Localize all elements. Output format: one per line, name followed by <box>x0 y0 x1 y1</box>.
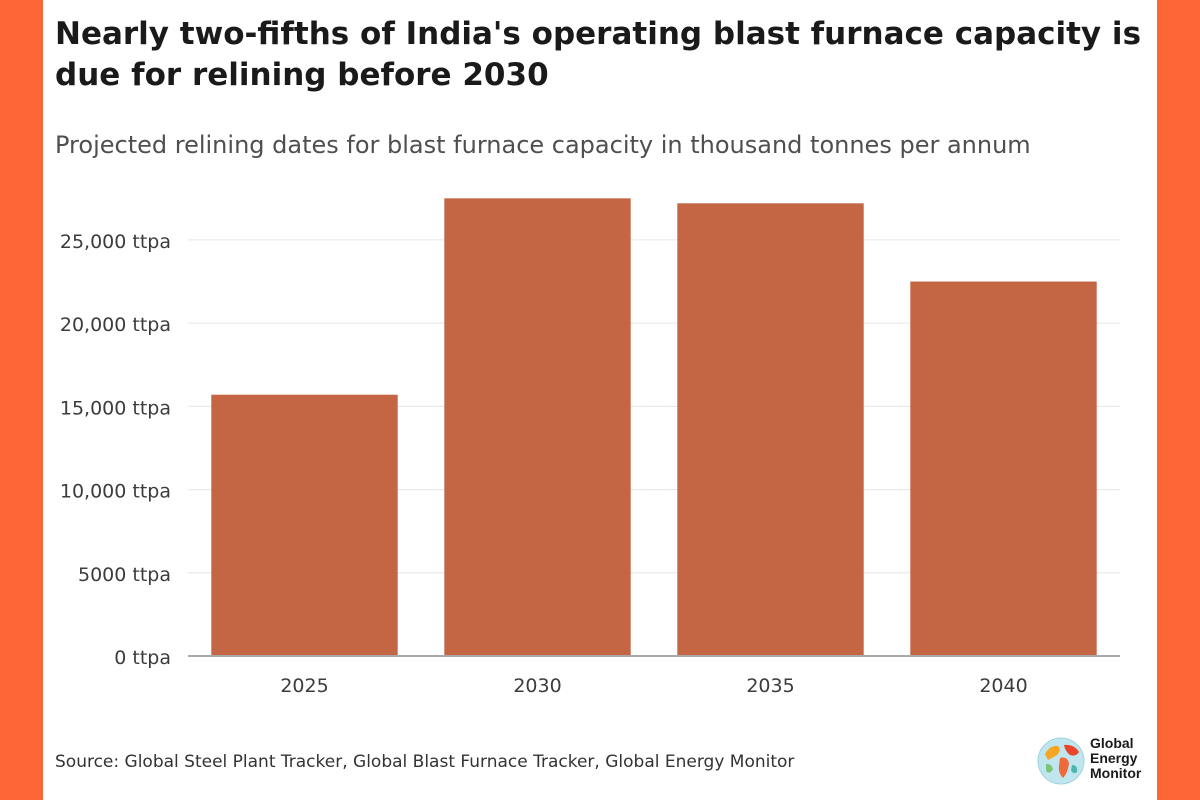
bar-2025 <box>211 394 398 656</box>
y-tick-label: 10,000 ttpa <box>60 481 171 503</box>
y-tick-label: 0 ttpa <box>114 647 171 669</box>
bar-2035 <box>677 203 864 657</box>
bar-chart: 0 ttpa 5000 ttpa 10,000 ttpa 15,000 ttpa 20,… <box>60 198 1120 697</box>
y-tick-label: 25,000 ttpa <box>60 231 171 253</box>
x-tick-label: 2025 <box>280 675 328 697</box>
gem-logo: Global Energy Monitor <box>1036 734 1154 790</box>
logo-wordmark: Global Energy Monitor <box>1090 736 1141 781</box>
y-tick-label: 15,000 ttpa <box>60 397 171 419</box>
chart-subtitle: Projected relining dates for blast furna… <box>55 131 1031 159</box>
globe-icon <box>1037 737 1085 785</box>
x-tick-label: 2035 <box>746 675 794 697</box>
chart-card: Nearly two-fifths of India's operating b… <box>43 0 1157 800</box>
y-tick-label: 20,000 ttpa <box>60 314 171 336</box>
bar-2030 <box>444 198 631 657</box>
bar-2040 <box>910 281 1097 656</box>
logo-line-3: Monitor <box>1090 765 1142 781</box>
logo-line-2: Energy <box>1090 750 1138 766</box>
chart-title: Nearly two-fifths of India's operating b… <box>55 16 1142 93</box>
logo-line-1: Global <box>1090 735 1134 751</box>
x-tick-label: 2030 <box>513 675 561 697</box>
y-tick-label: 5000 ttpa <box>78 564 171 586</box>
source-note: Source: Global Steel Plant Tracker, Glob… <box>55 752 795 772</box>
x-tick-label: 2040 <box>979 675 1027 697</box>
